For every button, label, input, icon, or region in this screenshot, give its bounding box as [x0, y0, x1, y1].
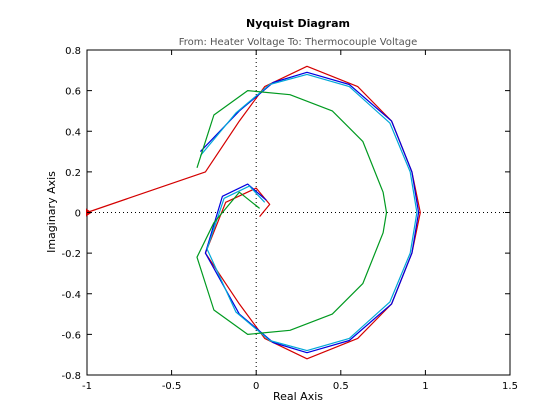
- x-tick-label: -0.5: [162, 381, 182, 392]
- ticks-layer: -1 -0.5 0 0.5 1 1.5 -0.8 -0.6 -0.4 -0.2 0 0.2 0.4 0.6…: [61, 46, 517, 392]
- plot-area: [86, 49, 511, 376]
- y-tick-label: 0.2: [65, 168, 81, 179]
- y-tick-label: 0.4: [65, 127, 81, 138]
- x-tick-label: 0.5: [333, 381, 349, 392]
- y-tick-label: -0.8: [61, 371, 81, 382]
- x-tick-label: 1: [422, 381, 428, 392]
- series-line-3: [199, 73, 418, 352]
- chart-title: Nyquist Diagram: [246, 17, 350, 30]
- y-tick-label: 0: [75, 209, 81, 220]
- y-tick-label: 0.8: [65, 46, 81, 57]
- chart-subtitle: From: Heater Voltage To: Thermocouple Vo…: [179, 37, 418, 48]
- x-axis-label: Real Axis: [273, 390, 323, 403]
- series-line-2: [199, 71, 420, 354]
- reference-lines: [87, 50, 510, 375]
- y-tick-label: -0.4: [61, 290, 81, 301]
- series-line-4: [196, 90, 388, 335]
- y-tick-label: -0.2: [61, 249, 81, 260]
- x-tick-label: -1: [82, 381, 92, 392]
- y-axis-label: Imaginary Axis: [45, 171, 58, 253]
- y-tick-label: 0.6: [65, 87, 81, 98]
- x-tick-label: 1.5: [502, 381, 518, 392]
- x-tick-label: 0: [253, 381, 259, 392]
- y-tick-label: -0.6: [61, 330, 81, 341]
- series-layer: [86, 65, 421, 360]
